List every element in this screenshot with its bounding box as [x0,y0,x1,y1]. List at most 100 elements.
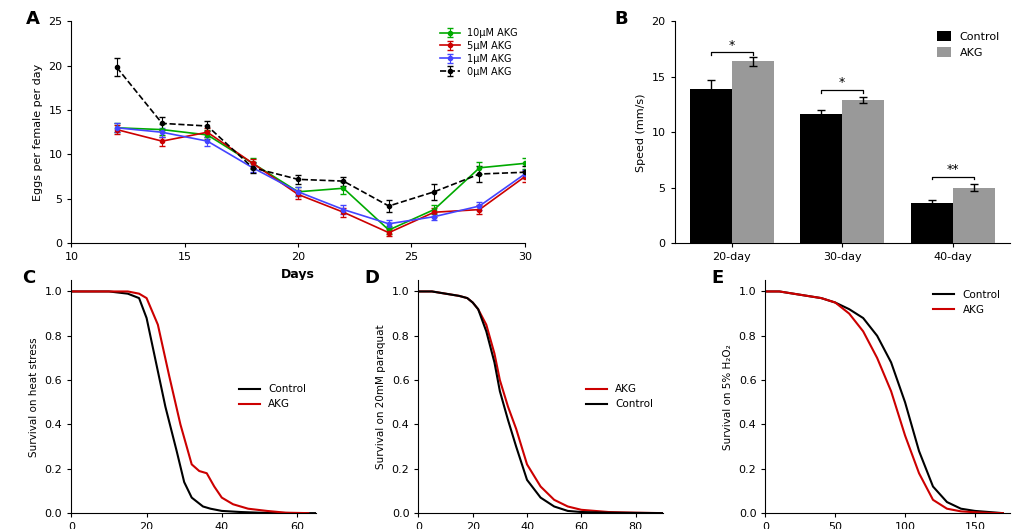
AKG [968,509,980,515]
AKG [758,288,770,295]
Control [159,404,171,410]
Bar [842,100,883,243]
Bar [689,89,731,243]
Y-axis label: Survival on heat stress: Survival on heat stress [29,337,39,457]
Text: A: A [26,10,40,28]
Control [629,510,641,516]
Control [912,448,924,454]
Line: Control: Control [71,291,316,513]
AKG [856,328,868,334]
Y-axis label: Survival on 5% H₂O₂: Survival on 5% H₂O₂ [722,344,733,450]
Text: B: B [613,10,628,28]
Control [521,477,533,483]
Legend: AKG, Control: AKG, Control [582,380,657,414]
Text: C: C [22,269,36,287]
AKG [226,501,238,507]
AKG [174,421,186,427]
Text: E: E [711,269,723,287]
AKG [981,510,994,516]
AKG [103,288,115,295]
AKG [800,293,812,299]
Text: *: * [839,77,845,89]
Control [510,443,522,450]
Control [234,509,247,515]
Y-axis label: Eggs per female per day: Eggs per female per day [33,63,43,201]
X-axis label: Days: Days [281,268,315,281]
AKG [602,509,614,515]
Line: AKG: AKG [418,291,662,513]
Control [772,288,785,295]
AKG [814,295,826,302]
AKG [772,288,785,295]
AKG [452,293,465,299]
Control [493,388,505,395]
AKG [121,288,133,295]
AKG [996,510,1008,516]
AKG [193,468,205,474]
Control [178,479,191,485]
Control [452,293,465,299]
Control [65,288,77,295]
Control [501,417,514,423]
Control [141,315,153,321]
AKG [302,510,314,516]
AKG [884,388,897,395]
Control [758,288,770,295]
Control [996,510,1008,516]
AKG [561,503,574,509]
Legend: Control, AKG: Control, AKG [928,286,1004,319]
AKG [472,306,484,312]
Control [148,350,160,357]
AKG [242,506,254,512]
Control [547,503,559,509]
AKG [954,508,966,515]
Line: Control: Control [764,291,1002,513]
AKG [261,508,273,514]
AKG [656,510,668,516]
Control [828,299,841,306]
Control [843,306,855,312]
Control [575,509,587,515]
AKG [493,377,505,384]
Control [170,448,182,454]
Control [197,503,209,509]
Control [898,399,910,405]
Control [926,484,938,490]
AKG [279,509,291,516]
Control [466,299,478,306]
Control [426,288,438,295]
Legend: Control, AKG: Control, AKG [234,380,310,414]
Y-axis label: Survival on 20mM paraquat: Survival on 20mM paraquat [376,324,386,469]
Control [870,333,882,339]
Control [488,359,500,366]
Y-axis label: Speed (mm/s): Speed (mm/s) [635,93,645,171]
AKG [912,470,924,477]
AKG [828,299,841,306]
Control [968,508,980,514]
Bar [952,188,994,243]
AKG [642,510,654,516]
Control [121,290,133,297]
Line: AKG: AKG [71,291,308,513]
AKG [843,311,855,317]
AKG [215,495,227,501]
Control [534,495,546,501]
AKG [480,322,492,328]
AKG [521,461,533,468]
AKG [870,355,882,361]
Text: **: ** [946,163,958,176]
Control [204,506,216,512]
AKG [547,497,559,503]
AKG [141,295,153,302]
Legend: Control, AKG: Control, AKG [932,27,1004,63]
Control [480,328,492,334]
AKG [412,288,424,295]
AKG [629,509,641,516]
AKG [488,350,500,357]
Control [561,508,574,514]
AKG [501,404,514,410]
AKG [185,461,198,468]
Bar [731,61,773,243]
AKG [208,484,220,490]
Control [472,306,484,312]
